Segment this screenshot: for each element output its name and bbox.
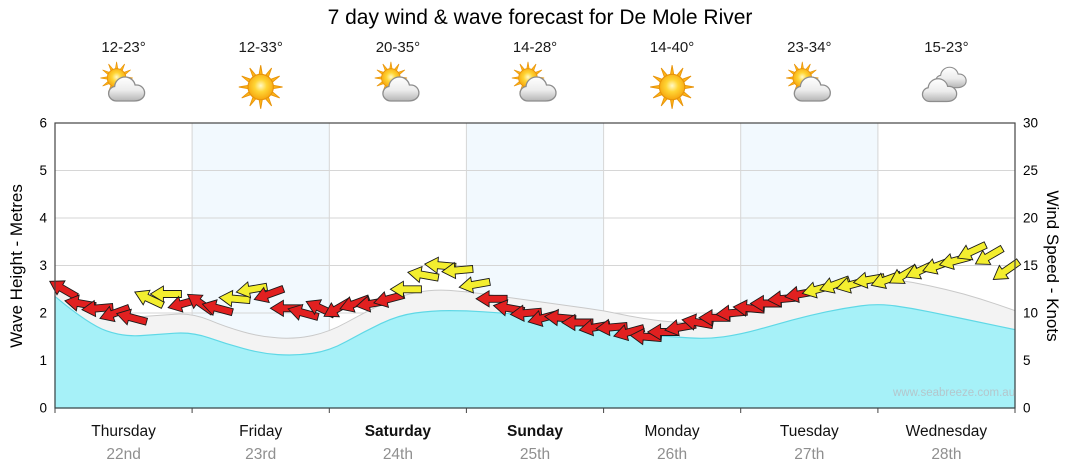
right-axis-tick: 5	[1023, 353, 1031, 368]
wind-arrow-icon	[992, 258, 1022, 280]
date-label: 27th	[794, 446, 824, 463]
temp-range: 23-34°	[787, 39, 831, 56]
plot-border	[54, 122, 1016, 409]
temp-range: 12-23°	[101, 39, 145, 56]
cloud-icon	[107, 76, 146, 102]
weather-icon-sun-cloud	[374, 61, 420, 102]
wind-arrow-icon	[561, 313, 594, 332]
sun-disc-icon	[658, 73, 686, 101]
left-axis-tick: 6	[39, 116, 47, 131]
left-axis-tick: 4	[39, 211, 47, 226]
date-label: 22nd	[106, 446, 140, 463]
date-label: 24th	[383, 446, 413, 463]
weather-icon-sun	[650, 65, 695, 109]
wind-arrow-icon	[406, 265, 440, 284]
wind-arrow-icon	[235, 281, 269, 299]
right-axis-tick: 10	[1023, 306, 1038, 321]
wind-arrow-icon	[115, 308, 149, 326]
left-axis-tick: 0	[39, 401, 47, 416]
right-axis-tick: 25	[1023, 163, 1038, 178]
temp-range: 20-35°	[376, 39, 420, 56]
left-axis-tick: 3	[39, 258, 47, 273]
left-axis-tick: 5	[39, 163, 47, 178]
page-title: 7 day wind & wave forecast for De Mole R…	[327, 6, 753, 29]
wind-arrow-icon	[339, 294, 371, 313]
day-label: Sunday	[507, 423, 563, 440]
right-axis-tick: 20	[1023, 211, 1038, 226]
day-label: Thursday	[91, 423, 156, 440]
date-label: 25th	[520, 446, 550, 463]
temp-range: 14-28°	[513, 39, 557, 56]
wind-arrow-icon	[149, 285, 182, 303]
wind-arrow-icon	[819, 275, 851, 294]
weather-icon-sun-cloud	[100, 61, 146, 102]
wind-arrow-icon	[974, 244, 1005, 265]
right-axis-tick: 15	[1023, 258, 1038, 273]
wind-arrow-icon	[253, 285, 286, 304]
cloud-icon	[519, 76, 557, 102]
date-label: 28th	[931, 446, 961, 463]
left-axis-tick: 1	[39, 353, 47, 368]
wind-arrow-icon	[389, 280, 422, 299]
weather-icon-sun	[238, 65, 283, 109]
temp-range: 15-23°	[924, 39, 968, 56]
day-label: Saturday	[365, 423, 432, 440]
day-label: Friday	[239, 423, 282, 440]
sun-disc-icon	[247, 73, 274, 101]
right-axis-tick: 0	[1023, 401, 1031, 416]
wind-arrow-icon	[287, 303, 320, 321]
weather-icon-sun-cloud	[786, 61, 831, 102]
wind-arrow-icon	[49, 280, 79, 301]
wind-arrow-icon	[613, 324, 646, 342]
wind-arrow-icon	[99, 304, 131, 323]
wind-arrow-icon	[441, 261, 474, 280]
temp-range: 14-40°	[650, 39, 694, 56]
cloud-icon	[382, 76, 420, 102]
wind-arrow-icon	[458, 276, 491, 294]
right-axis-tick: 30	[1023, 116, 1038, 131]
weather-icon-clouds	[921, 66, 967, 103]
cloud-icon	[921, 66, 967, 103]
wind-arrow-icon	[475, 289, 508, 308]
date-label: 26th	[657, 446, 687, 463]
watermark: www.seabreeze.com.au	[893, 387, 1016, 399]
day-label: Wednesday	[906, 423, 988, 440]
weather-icon-sun-cloud	[511, 61, 557, 102]
date-label: 23rd	[245, 446, 276, 463]
day-label: Monday	[645, 423, 700, 440]
wind-arrow-icon	[509, 304, 543, 322]
wind-arrow-icon	[201, 299, 234, 317]
temp-range: 12-33°	[239, 39, 283, 56]
cloud-icon	[793, 76, 831, 102]
left-axis-tick: 2	[39, 306, 47, 321]
wind-arrow-icon	[956, 241, 988, 261]
wind-arrow-icon	[269, 299, 302, 318]
wind-arrow-icon	[81, 299, 114, 318]
wind-arrow-icon	[595, 318, 628, 337]
day-label: Tuesday	[780, 423, 839, 440]
